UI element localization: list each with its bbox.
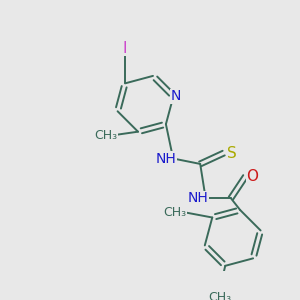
Text: I: I <box>123 41 127 56</box>
Text: CH₃: CH₃ <box>94 129 117 142</box>
Text: N: N <box>171 89 181 103</box>
Text: O: O <box>247 169 259 184</box>
Text: S: S <box>227 146 237 160</box>
Text: NH: NH <box>188 191 209 205</box>
Text: NH: NH <box>155 152 176 166</box>
Text: CH₃: CH₃ <box>208 291 231 300</box>
Text: CH₃: CH₃ <box>163 206 186 219</box>
